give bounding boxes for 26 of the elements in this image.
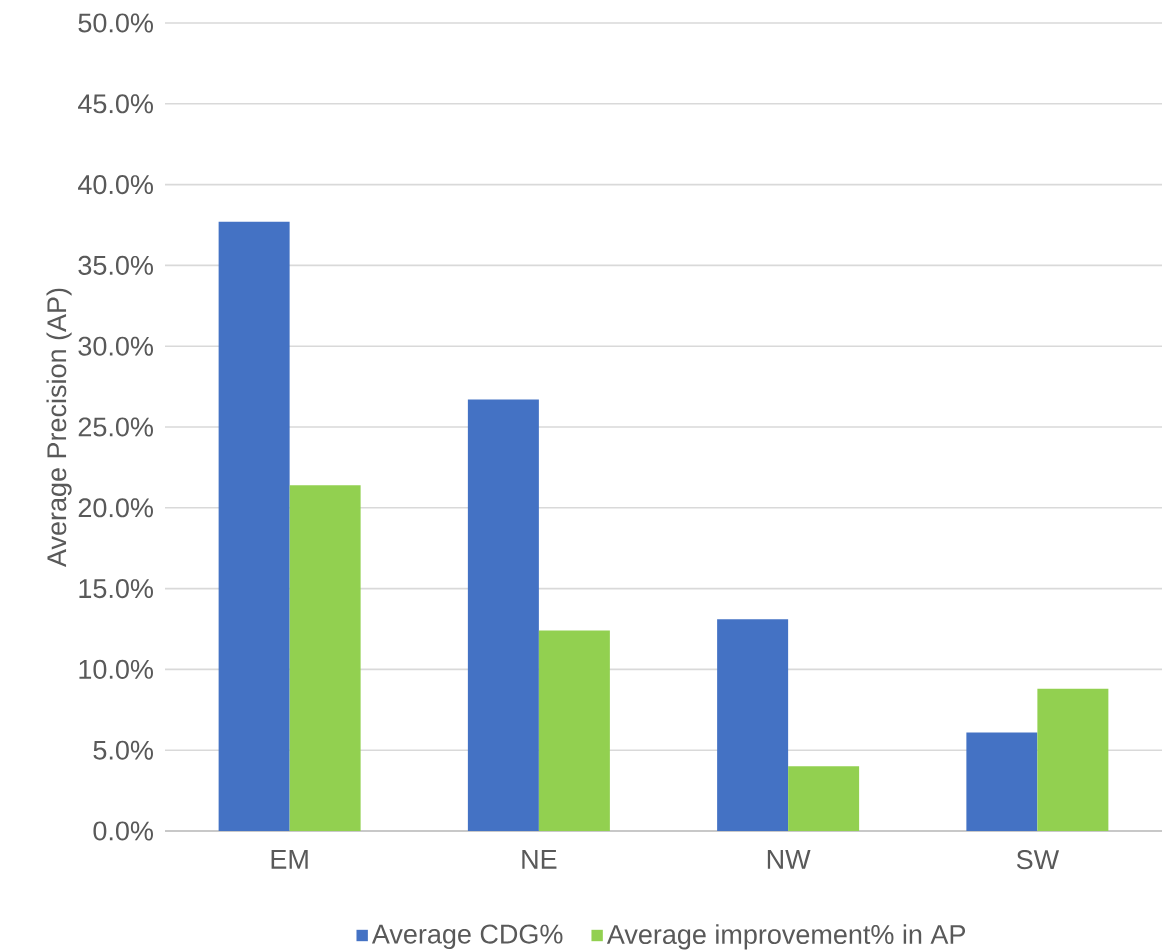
- y-tick-label: 30.0%: [78, 336, 153, 356]
- legend-label: Average CDG%: [371, 924, 563, 950]
- x-tick-label: SW: [1016, 850, 1060, 870]
- bar: [717, 619, 789, 831]
- y-tick-label: 50.0%: [78, 13, 153, 33]
- x-tick-label: NE: [522, 850, 557, 869]
- y-tick-label: 0.0%: [93, 821, 153, 841]
- y-tick-label: 25.0%: [78, 417, 153, 437]
- y-tick-label: 20.0%: [78, 498, 153, 518]
- x-tick-label: NW: [767, 850, 811, 869]
- bar: [966, 732, 1038, 831]
- bar: [467, 399, 539, 831]
- x-tick-label: EM: [271, 850, 308, 869]
- legend-label: Average improvement% in AP: [606, 924, 966, 950]
- y-tick-label: 15.0%: [79, 579, 153, 599]
- bar: [1037, 688, 1109, 831]
- y-tick-label: 10.0%: [79, 659, 153, 679]
- y-tick-label: 5.0%: [93, 740, 153, 760]
- bar: [218, 221, 290, 831]
- y-tick-label: 35.0%: [78, 255, 153, 275]
- bar: [289, 485, 361, 831]
- y-tick-label: 40.0%: [78, 175, 153, 195]
- y-tick-label: 45.0%: [78, 94, 153, 114]
- bar: [538, 630, 610, 831]
- bar: [788, 766, 860, 831]
- y-axis-title: Average Precision (AP): [46, 288, 72, 567]
